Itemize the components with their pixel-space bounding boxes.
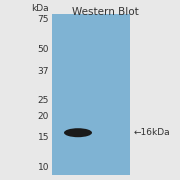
Text: 75: 75 [37,15,49,24]
Text: ←16kDa: ←16kDa [134,128,171,137]
Text: 25: 25 [38,96,49,105]
Ellipse shape [64,128,92,137]
Text: 10: 10 [37,163,49,172]
Text: kDa: kDa [31,4,49,13]
Text: 37: 37 [37,67,49,76]
Text: 15: 15 [37,133,49,142]
Text: 50: 50 [37,45,49,54]
Text: Western Blot: Western Blot [72,7,138,17]
Text: 20: 20 [38,112,49,121]
Bar [52,14,130,175]
